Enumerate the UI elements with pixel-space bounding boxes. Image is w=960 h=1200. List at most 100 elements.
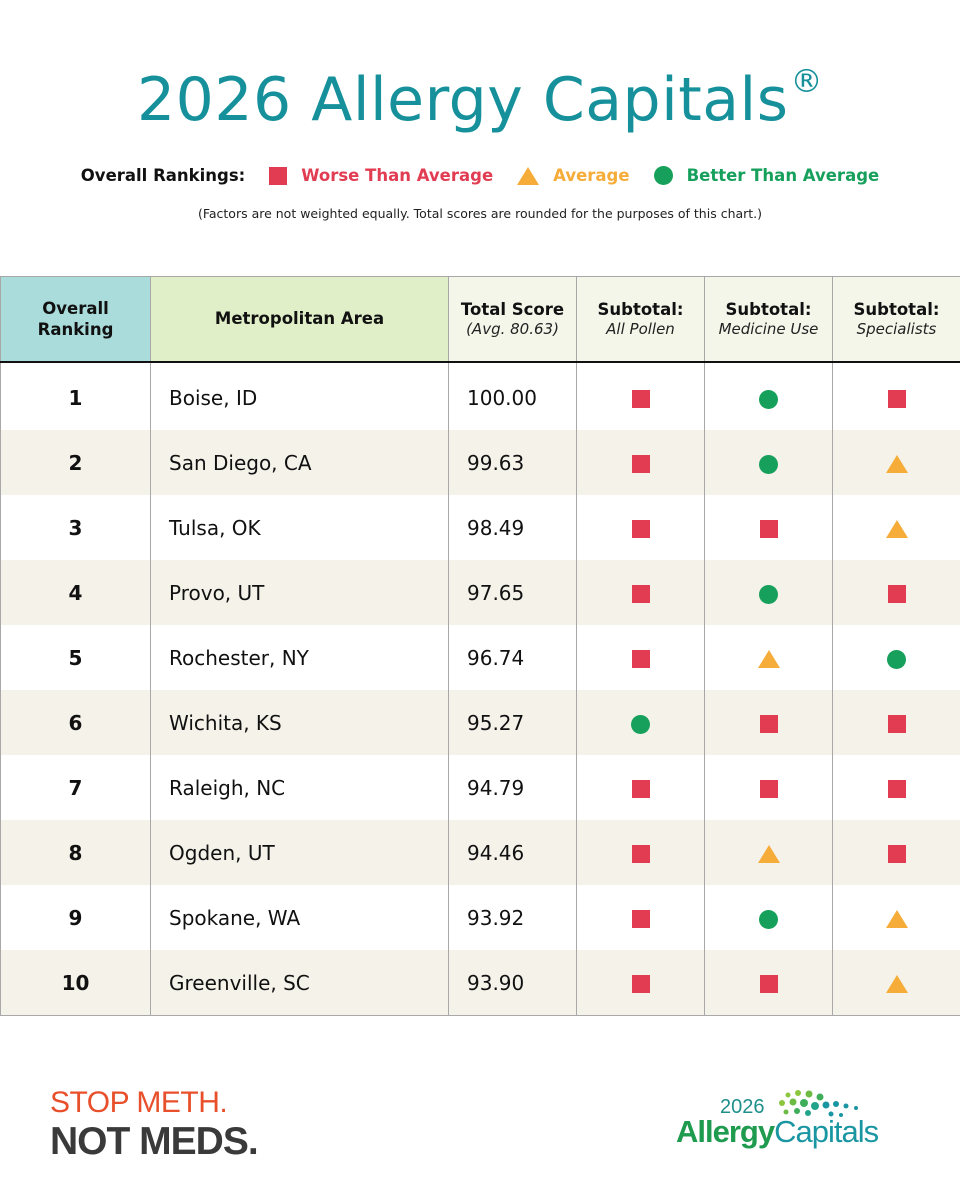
red-square-icon [759,715,778,733]
medicine-rating-cell [704,362,833,430]
red-square-icon [887,845,906,863]
rankings-table: Overall Ranking Metropolitan Area Total … [0,276,960,1016]
legend-item-worse: Worse Than Average [269,166,493,185]
header-overall-ranking: Overall Ranking [0,276,151,363]
medicine-rating-cell [704,625,833,690]
green-circle-icon [759,389,778,409]
specialists-rating-cell [832,362,960,430]
metro-cell: Ogden, UT [150,820,449,885]
red-square-icon [631,845,650,863]
pollen-rating-cell [576,495,705,560]
legend-worse-label: Worse Than Average [301,166,494,185]
pollen-rating-cell [576,625,705,690]
pollen-rating-cell [576,950,705,1016]
pollen-rating-cell [576,885,705,950]
legend: Overall Rankings: Worse Than Average Ave… [0,166,960,185]
rank-cell: 8 [0,820,151,885]
metro-cell: Greenville, SC [150,950,449,1016]
header-total-score: Total Score (Avg. 80.63) [448,276,577,363]
orange-triangle-icon [517,166,540,185]
pollen-rating-cell [576,430,705,495]
metro-cell: Provo, UT [150,560,449,625]
score-cell: 94.46 [448,820,577,885]
metro-cell: Raleigh, NC [150,755,449,820]
specialists-rating-cell [832,690,960,755]
legend-item-average: Average [517,166,630,185]
medicine-rating-cell [704,885,833,950]
table-body: 1 Boise, ID 100.00 2 San Diego, CA 99.63 3 Tuls… [0,362,960,1016]
red-square-icon [631,455,650,473]
logo-word-allergy: Allergy [676,1114,775,1149]
page-title: 2026 Allergy Capitals® [0,62,960,135]
pollen-rating-cell [576,690,705,755]
stop-meth-logo: STOP METH. NOT MEDS. [50,1088,259,1163]
table-row: 10 Greenville, SC 93.90 [0,950,960,1016]
orange-triangle-icon [885,520,908,538]
red-square-icon [887,390,906,408]
table-row: 1 Boise, ID 100.00 [0,362,960,430]
metro-cell: Rochester, NY [150,625,449,690]
metro-cell: San Diego, CA [150,430,449,495]
registered-mark: ® [790,62,823,100]
header-metropolitan-area: Metropolitan Area [150,276,449,363]
orange-triangle-icon [885,455,908,473]
header-all-pollen-label: Subtotal: [597,299,684,319]
legend-better-label: Better Than Average [686,166,880,185]
specialists-rating-cell [832,560,960,625]
rank-cell: 2 [0,430,151,495]
score-cell: 93.90 [448,950,577,1016]
header-medicine-use-label: Subtotal: [725,299,812,319]
rank-cell: 6 [0,690,151,755]
specialists-rating-cell [832,885,960,950]
score-cell: 97.65 [448,560,577,625]
green-circle-icon [653,166,673,185]
medicine-rating-cell [704,820,833,885]
header-all-pollen-sub: All Pollen [606,319,675,338]
table-row: 6 Wichita, KS 95.27 [0,690,960,755]
orange-triangle-icon [885,910,908,928]
header-total-score-label: Total Score [460,299,565,319]
rank-cell: 7 [0,755,151,820]
title-text: 2026 Allergy Capitals [137,65,789,135]
specialists-rating-cell [832,495,960,560]
rank-cell: 10 [0,950,151,1016]
logo-word-capitals: Capitals [774,1114,879,1149]
logo-wordmark: AllergyCapitals [676,1114,879,1150]
header-total-score-average: (Avg. 80.63) [466,319,559,338]
table-row: 5 Rochester, NY 96.74 [0,625,960,690]
metro-cell: Wichita, KS [150,690,449,755]
pollen-dots-icon [779,1090,858,1117]
green-circle-icon [631,714,650,734]
score-cell: 93.92 [448,885,577,950]
table-row: 7 Raleigh, NC 94.79 [0,755,960,820]
red-square-icon [631,390,650,408]
red-square-icon [887,715,906,733]
table-row: 4 Provo, UT 97.65 [0,560,960,625]
red-square-icon [631,910,650,928]
red-square-icon [887,780,906,798]
table-row: 3 Tulsa, OK 98.49 [0,495,960,560]
red-square-icon [631,650,650,668]
medicine-rating-cell [704,560,833,625]
specialists-rating-cell [832,755,960,820]
rank-cell: 4 [0,560,151,625]
red-square-icon [759,520,778,538]
score-cell: 94.79 [448,755,577,820]
table-row: 9 Spokane, WA 93.92 [0,885,960,950]
orange-triangle-icon [885,975,908,993]
metro-cell: Tulsa, OK [150,495,449,560]
medicine-rating-cell [704,430,833,495]
green-circle-icon [887,649,906,669]
green-circle-icon [759,909,778,929]
green-circle-icon [759,584,778,604]
red-square-icon [759,975,778,993]
pollen-rating-cell [576,362,705,430]
score-cell: 100.00 [448,362,577,430]
metro-cell: Boise, ID [150,362,449,430]
campaign-line-2: NOT MEDS. [50,1120,259,1163]
rank-cell: 3 [0,495,151,560]
specialists-rating-cell [832,430,960,495]
metro-cell: Spokane, WA [150,885,449,950]
table-row: 8 Ogden, UT 94.46 [0,820,960,885]
specialists-rating-cell [832,820,960,885]
